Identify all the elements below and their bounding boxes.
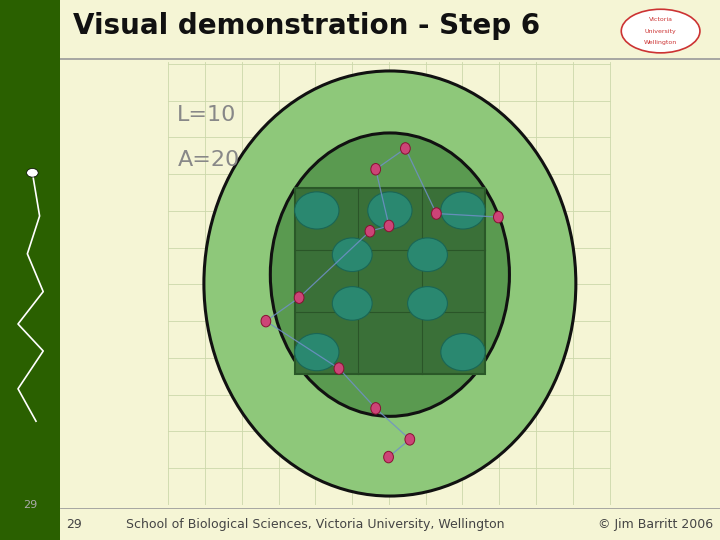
- Text: Wellington: Wellington: [644, 40, 678, 45]
- Bar: [294, 188, 485, 374]
- Ellipse shape: [493, 211, 503, 223]
- Ellipse shape: [294, 292, 304, 303]
- Text: A=20: A=20: [177, 150, 240, 170]
- Ellipse shape: [334, 363, 344, 374]
- Ellipse shape: [333, 287, 372, 320]
- Ellipse shape: [261, 315, 271, 327]
- Ellipse shape: [294, 334, 339, 371]
- Ellipse shape: [294, 192, 339, 229]
- Text: L=10: L=10: [177, 105, 237, 125]
- Text: Visual demonstration - Step 6: Visual demonstration - Step 6: [73, 12, 540, 40]
- Text: © Jim Barritt 2006: © Jim Barritt 2006: [598, 518, 714, 531]
- Text: 29: 29: [66, 518, 82, 531]
- Ellipse shape: [405, 434, 415, 445]
- Ellipse shape: [431, 208, 441, 219]
- Ellipse shape: [621, 9, 700, 53]
- Text: University: University: [644, 29, 677, 33]
- Ellipse shape: [333, 238, 372, 272]
- Ellipse shape: [384, 451, 393, 463]
- Ellipse shape: [371, 403, 381, 414]
- Text: 29: 29: [23, 500, 37, 510]
- Text: Victoria: Victoria: [649, 17, 672, 22]
- Text: School of Biological Sciences, Victoria University, Wellington: School of Biological Sciences, Victoria …: [126, 518, 504, 531]
- Ellipse shape: [408, 287, 447, 320]
- Ellipse shape: [400, 143, 410, 154]
- Ellipse shape: [441, 192, 485, 229]
- Ellipse shape: [371, 164, 381, 175]
- Ellipse shape: [368, 192, 412, 229]
- Ellipse shape: [384, 220, 394, 232]
- Ellipse shape: [270, 133, 510, 416]
- Ellipse shape: [204, 71, 576, 496]
- Ellipse shape: [441, 334, 485, 371]
- Ellipse shape: [408, 238, 447, 272]
- Ellipse shape: [365, 226, 375, 237]
